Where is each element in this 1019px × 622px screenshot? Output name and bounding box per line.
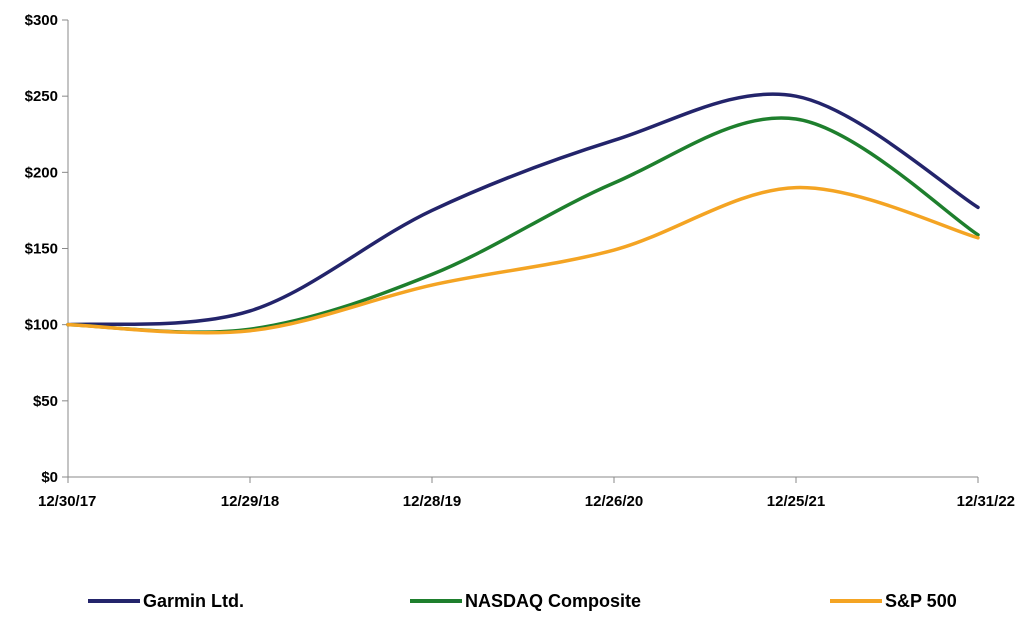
series-line-garmin-ltd — [66, 92, 980, 327]
x-tick-label: 12/25/21 — [767, 493, 825, 510]
x-tick-label: 12/29/18 — [221, 493, 279, 510]
x-tick-label: 12/28/19 — [403, 493, 461, 510]
y-axis-ticks: $0 $50 $100 $150 $200 $250 $300 — [25, 12, 68, 486]
y-tick-label: $150 — [25, 241, 58, 258]
legend-label-garmin-ltd: Garmin Ltd. — [143, 591, 244, 611]
x-tick-label: 12/26/20 — [585, 493, 643, 510]
y-tick-label: $250 — [25, 88, 58, 105]
chart-legend: Garmin Ltd. NASDAQ Composite S&P 500 — [88, 591, 957, 611]
y-tick-label: $100 — [25, 317, 58, 334]
y-tick-label: $300 — [25, 12, 58, 29]
y-tick-label: $0 — [41, 469, 58, 486]
series-line-s-p-500 — [66, 185, 980, 335]
legend-label-nasdaq-composite: NASDAQ Composite — [465, 591, 641, 611]
y-tick-label: $50 — [33, 393, 58, 410]
x-tick-label: 12/30/17 — [38, 493, 96, 510]
chart-axes — [67, 20, 978, 478]
x-tick-label: 12/31/22 — [957, 493, 1015, 510]
x-axis-ticks: 12/30/17 12/29/18 12/28/19 12/26/20 12/25/21… — [38, 477, 1015, 510]
y-tick-label: $200 — [25, 164, 58, 181]
series-lines — [66, 92, 980, 335]
series-line-nasdaq-composite — [66, 116, 980, 334]
legend-label-s-p-500: S&P 500 — [885, 591, 957, 611]
